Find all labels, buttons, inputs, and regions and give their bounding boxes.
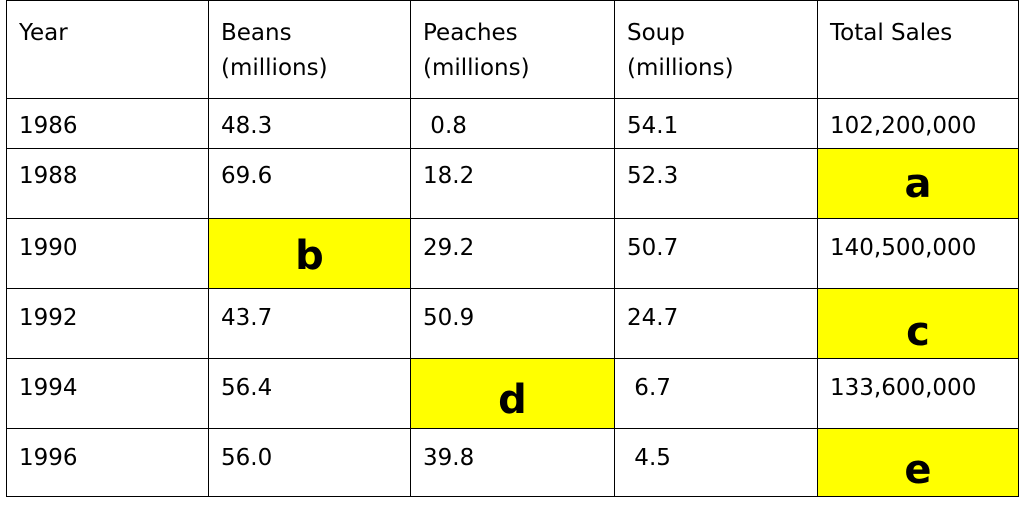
cell-peaches-text: 50.9	[423, 305, 475, 331]
cell-year-text: 1990	[19, 235, 78, 261]
cell-total: 102,200,000	[817, 98, 1019, 149]
cell-peaches-text: 0.8	[423, 113, 467, 139]
table-row: 1994 56.4 d 6.7 133,600,000	[6, 358, 1019, 429]
cell-year: 1990	[6, 218, 209, 289]
cell-peaches: 29.2	[410, 218, 615, 289]
cell-soup: 24.7	[614, 288, 818, 359]
cell-year-text: 1992	[19, 305, 78, 331]
cell-total-highlighted: e	[817, 428, 1019, 497]
cell-peaches-text: 39.8	[423, 445, 475, 471]
table-row: 1996 56.0 39.8 4.5 e	[6, 428, 1019, 497]
table-row: 1986 48.3 0.8 54.1 102,200,000	[6, 98, 1019, 149]
cell-soup: 4.5	[614, 428, 818, 497]
placeholder-letter-c: c	[906, 308, 930, 355]
cell-soup: 6.7	[614, 358, 818, 429]
cell-beans-highlighted: b	[208, 218, 411, 289]
header-peaches-unit: (millions)	[423, 55, 530, 81]
table-row: 1990 b 29.2 50.7 140,500,000	[6, 218, 1019, 289]
header-peaches-label: Peaches	[423, 20, 518, 46]
cell-beans: 43.7	[208, 288, 411, 359]
cell-year-text: 1988	[19, 163, 78, 189]
header-beans-label: Beans	[221, 20, 292, 46]
cell-beans: 48.3	[208, 98, 411, 149]
cell-total: 140,500,000	[817, 218, 1019, 289]
cell-beans-text: 43.7	[221, 305, 273, 331]
cell-peaches-highlighted: d	[410, 358, 615, 429]
cell-year: 1986	[6, 98, 209, 149]
cell-peaches: 39.8	[410, 428, 615, 497]
header-year-label: Year	[19, 20, 68, 46]
placeholder-letter-a: a	[904, 160, 932, 207]
table-row: 1988 69.6 18.2 52.3 a	[6, 148, 1019, 219]
sales-table-container: Year Beans (millions) Peaches (millions) S…	[6, 0, 1019, 497]
cell-soup: 50.7	[614, 218, 818, 289]
cell-beans: 56.0	[208, 428, 411, 497]
cell-year-text: 1996	[19, 445, 78, 471]
placeholder-letter-b: b	[295, 232, 324, 279]
cell-soup: 54.1	[614, 98, 818, 149]
cell-peaches-text: 18.2	[423, 163, 475, 189]
cell-total-text: 140,500,000	[830, 235, 977, 261]
cell-soup-text: 54.1	[627, 113, 679, 139]
cell-year: 1988	[6, 148, 209, 219]
cell-peaches-text: 29.2	[423, 235, 475, 261]
header-total-sales: Total Sales	[817, 0, 1019, 99]
cell-beans-text: 48.3	[221, 113, 273, 139]
sales-table: Year Beans (millions) Peaches (millions) S…	[6, 0, 1019, 497]
cell-year: 1992	[6, 288, 209, 359]
cell-beans: 56.4	[208, 358, 411, 429]
cell-year-text: 1994	[19, 375, 78, 401]
header-beans: Beans (millions)	[208, 0, 411, 99]
header-beans-unit: (millions)	[221, 55, 328, 81]
header-soup-unit: (millions)	[627, 55, 734, 81]
header-peaches: Peaches (millions)	[410, 0, 615, 99]
cell-peaches: 50.9	[410, 288, 615, 359]
cell-peaches: 18.2	[410, 148, 615, 219]
cell-beans: 69.6	[208, 148, 411, 219]
header-soup: Soup (millions)	[614, 0, 818, 99]
cell-soup-text: 6.7	[627, 375, 671, 401]
header-year: Year	[6, 0, 209, 99]
header-total-label: Total Sales	[830, 20, 953, 46]
cell-year: 1996	[6, 428, 209, 497]
cell-soup-text: 52.3	[627, 163, 679, 189]
cell-soup-text: 50.7	[627, 235, 679, 261]
cell-beans-text: 56.0	[221, 445, 273, 471]
cell-soup-text: 4.5	[627, 445, 671, 471]
table-row: 1992 43.7 50.9 24.7 c	[6, 288, 1019, 359]
cell-beans-text: 56.4	[221, 375, 273, 401]
cell-total-text: 133,600,000	[830, 375, 977, 401]
placeholder-letter-e: e	[904, 446, 932, 493]
cell-total-text: 102,200,000	[830, 113, 977, 139]
cell-total-highlighted: a	[817, 148, 1019, 219]
cell-year-text: 1986	[19, 113, 78, 139]
placeholder-letter-d: d	[498, 376, 527, 423]
cell-peaches: 0.8	[410, 98, 615, 149]
cell-total: 133,600,000	[817, 358, 1019, 429]
header-row: Year Beans (millions) Peaches (millions) S…	[6, 0, 1019, 99]
cell-soup-text: 24.7	[627, 305, 679, 331]
header-soup-label: Soup	[627, 20, 685, 46]
cell-soup: 52.3	[614, 148, 818, 219]
cell-beans-text: 69.6	[221, 163, 273, 189]
cell-year: 1994	[6, 358, 209, 429]
cell-total-highlighted: c	[817, 288, 1019, 359]
